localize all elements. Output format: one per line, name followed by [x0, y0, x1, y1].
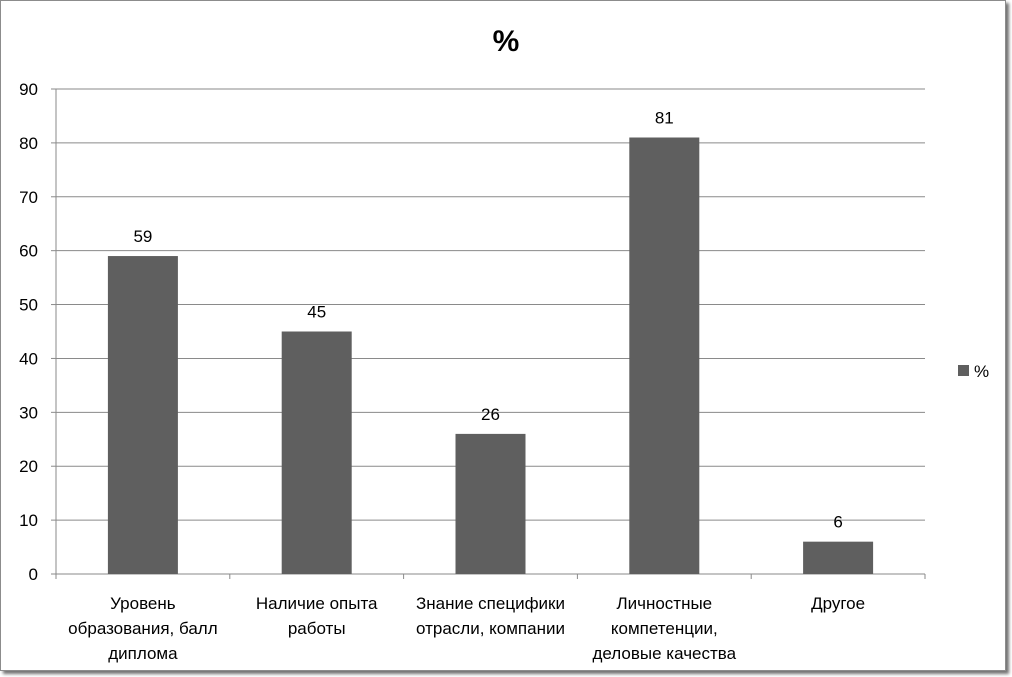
x-category-label: Наличие опыта работы: [256, 594, 378, 638]
legend-swatch: [958, 365, 969, 376]
x-category-label-line: Личностные: [616, 594, 712, 613]
data-label: 59: [133, 227, 152, 246]
y-tick-label: 80: [19, 134, 38, 153]
bar: [107, 256, 178, 574]
x-category-label-line: деловые качества: [593, 644, 737, 663]
bars: [107, 137, 874, 574]
x-category-label-line: Наличие опыта: [256, 594, 378, 613]
bar: [455, 433, 526, 574]
y-tick-label: 90: [19, 80, 38, 99]
data-label: 26: [481, 405, 500, 424]
bar: [281, 331, 352, 574]
x-category-label: Знание специфики отрасли, компании: [416, 594, 565, 638]
gridlines: [56, 88, 925, 521]
category-labels: Уровень образования, балл диплома Наличие о…: [68, 594, 865, 663]
x-category-label-line: работы: [288, 619, 346, 638]
x-category-label: Другое: [811, 594, 865, 613]
legend: %: [958, 362, 989, 381]
bar: [803, 541, 874, 574]
data-label: 81: [655, 109, 674, 128]
x-category-label: Личностные компетенции, деловые качества: [593, 594, 737, 663]
chart-title: %: [493, 25, 520, 58]
y-tick-label: 0: [29, 565, 38, 584]
bar: [629, 137, 700, 574]
x-category-label-line: Другое: [811, 594, 865, 613]
data-labels: 59 45 26 81 6: [133, 109, 842, 532]
data-label: 6: [833, 513, 842, 532]
x-category-label-line: образования, балл: [68, 619, 217, 638]
x-category-label-line: отрасли, компании: [416, 619, 565, 638]
x-category-label-line: Знание специфики: [416, 594, 565, 613]
y-tick-label: 50: [19, 296, 38, 315]
x-category-label: Уровень образования, балл диплома: [68, 594, 217, 663]
data-label: 45: [307, 303, 326, 322]
y-tick-label: 30: [19, 403, 38, 422]
y-tick-label: 70: [19, 188, 38, 207]
x-category-label-line: Уровень: [110, 594, 176, 613]
y-tick-label: 20: [19, 457, 38, 476]
legend-label: %: [974, 362, 989, 381]
y-tick-label: 60: [19, 242, 38, 261]
x-category-label-line: диплома: [108, 644, 178, 663]
y-axis-ticks: 0 10 20 30 40 50 60 70 80 90: [19, 80, 56, 584]
y-tick-label: 10: [19, 511, 38, 530]
y-tick-label: 40: [19, 349, 38, 368]
x-category-label-line: компетенции,: [611, 619, 718, 638]
